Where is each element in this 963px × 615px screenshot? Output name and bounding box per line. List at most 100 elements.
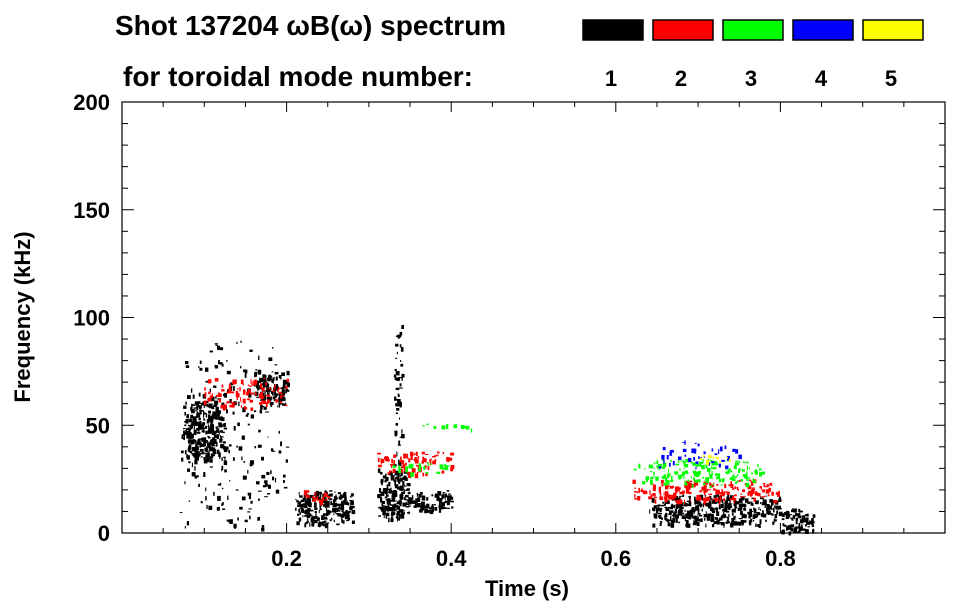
spectral-point-mode-1: [241, 435, 245, 440]
spectral-point-mode-1: [400, 471, 403, 477]
spectral-point-mode-1: [444, 500, 447, 504]
spectral-point-mode-3: [745, 482, 750, 488]
spectral-point-mode-3: [645, 478, 648, 483]
spectral-point-mode-3: [408, 464, 412, 469]
spectral-point-mode-1: [698, 503, 703, 507]
spectral-point-mode-1: [434, 507, 438, 511]
spectral-point-mode-1: [198, 412, 202, 415]
spectral-point-mode-1: [665, 512, 668, 518]
spectral-point-mode-2: [696, 494, 701, 499]
spectral-point-mode-1: [183, 405, 187, 409]
spectral-point-mode-1: [322, 522, 324, 525]
spectral-point-mode-1: [772, 507, 775, 513]
spectral-point-mode-1: [436, 497, 440, 501]
spectral-point-mode-1: [324, 523, 329, 529]
spectral-point-mode-4: [693, 457, 696, 461]
spectral-point-mode-3: [712, 483, 714, 486]
spectral-point-mode-2: [450, 465, 455, 470]
spectral-point-mode-2: [377, 457, 380, 463]
spectral-point-mode-1: [396, 512, 398, 516]
spectral-point-mode-1: [751, 518, 753, 523]
spectral-point-mode-1: [324, 490, 327, 493]
spectral-point-mode-2: [669, 486, 674, 489]
spectral-point-mode-3: [663, 474, 666, 476]
spectral-point-mode-1: [408, 505, 412, 507]
spectral-point-mode-1: [205, 457, 210, 461]
spectral-point-mode-1: [752, 517, 755, 519]
spectral-point-mode-1: [809, 520, 813, 524]
spectral-point-mode-1: [393, 374, 396, 378]
spectral-point-mode-1: [281, 392, 286, 395]
mode-1-region: [179, 340, 290, 532]
spectral-point-mode-1: [266, 471, 270, 475]
spectral-point-mode-1: [772, 521, 775, 525]
spectral-point-mode-1: [692, 523, 697, 525]
spectral-point-mode-3: [427, 461, 429, 467]
spectral-point-mode-1: [805, 522, 809, 524]
spectral-point-mode-1: [311, 520, 313, 523]
spectral-point-mode-1: [195, 475, 199, 478]
spectral-point-mode-1: [682, 510, 684, 512]
spectral-point-mode-1: [711, 499, 716, 504]
spectral-point-mode-5: [719, 460, 721, 464]
spectral-point-mode-1: [341, 502, 344, 505]
spectral-point-mode-2: [220, 405, 224, 409]
spectral-point-mode-1: [448, 498, 452, 500]
spectral-point-mode-1: [741, 499, 743, 504]
spectral-point-mode-1: [811, 521, 815, 524]
spectral-point-mode-1: [695, 500, 700, 503]
spectral-point-mode-1: [393, 480, 397, 482]
spectral-point-mode-1: [403, 488, 405, 494]
spectral-point-mode-1: [678, 510, 680, 513]
spectral-point-mode-1: [659, 515, 662, 519]
spectral-point-mode-2: [684, 499, 685, 505]
spectral-point-mode-1: [215, 344, 218, 346]
spectral-point-mode-1: [768, 505, 772, 510]
spectral-point-mode-4: [670, 449, 674, 453]
spectral-point-mode-4: [663, 459, 665, 464]
spectral-point-mode-1: [198, 438, 201, 441]
spectral-point-mode-1: [297, 504, 300, 508]
spectral-point-mode-1: [186, 433, 189, 439]
spectral-point-mode-1: [184, 424, 187, 427]
spectral-point-mode-3: [426, 423, 429, 425]
spectral-point-mode-2: [429, 461, 432, 466]
spectral-point-mode-2: [715, 489, 720, 495]
mode-2-region: [632, 479, 780, 506]
spectral-point-mode-1: [686, 523, 691, 528]
spectral-point-mode-1: [401, 373, 405, 378]
y-tick-label: 0: [98, 521, 110, 546]
spectral-point-mode-3: [711, 466, 713, 470]
spectral-point-mode-1: [201, 425, 205, 427]
spectral-point-mode-1: [214, 365, 219, 369]
spectral-point-mode-1: [266, 493, 271, 495]
spectral-point-mode-1: [798, 527, 802, 532]
spectral-point-mode-1: [302, 510, 304, 512]
spectral-point-mode-1: [804, 518, 806, 522]
spectral-point-mode-2: [408, 458, 411, 463]
spectral-point-mode-1: [193, 449, 195, 452]
spectral-point-mode-2: [414, 459, 419, 464]
chart-title: Shot 137204 ωB(ω) spectrum: [115, 10, 506, 41]
spectral-point-mode-1: [395, 412, 398, 415]
spectral-point-mode-1: [385, 498, 388, 501]
spectral-point-mode-3: [648, 464, 653, 469]
spectral-point-mode-1: [210, 420, 213, 426]
spectral-point-mode-1: [652, 507, 656, 512]
spectral-point-mode-2: [738, 480, 742, 482]
spectral-point-mode-2: [637, 496, 641, 501]
spectral-point-mode-2: [307, 495, 310, 498]
spectral-point-mode-1: [730, 496, 734, 499]
spectral-point-mode-1: [429, 507, 433, 509]
spectral-point-mode-1: [656, 512, 659, 514]
spectral-point-mode-1: [795, 512, 797, 517]
spectral-point-mode-3: [693, 477, 696, 481]
spectral-point-mode-1: [315, 512, 317, 517]
spectral-point-mode-2: [749, 479, 752, 482]
spectral-point-mode-3: [749, 476, 751, 479]
spectral-point-mode-1: [785, 511, 790, 516]
spectral-point-mode-1: [195, 445, 199, 450]
spectral-point-mode-1: [271, 371, 274, 373]
spectral-point-mode-1: [248, 508, 252, 510]
spectral-point-mode-1: [214, 343, 218, 345]
